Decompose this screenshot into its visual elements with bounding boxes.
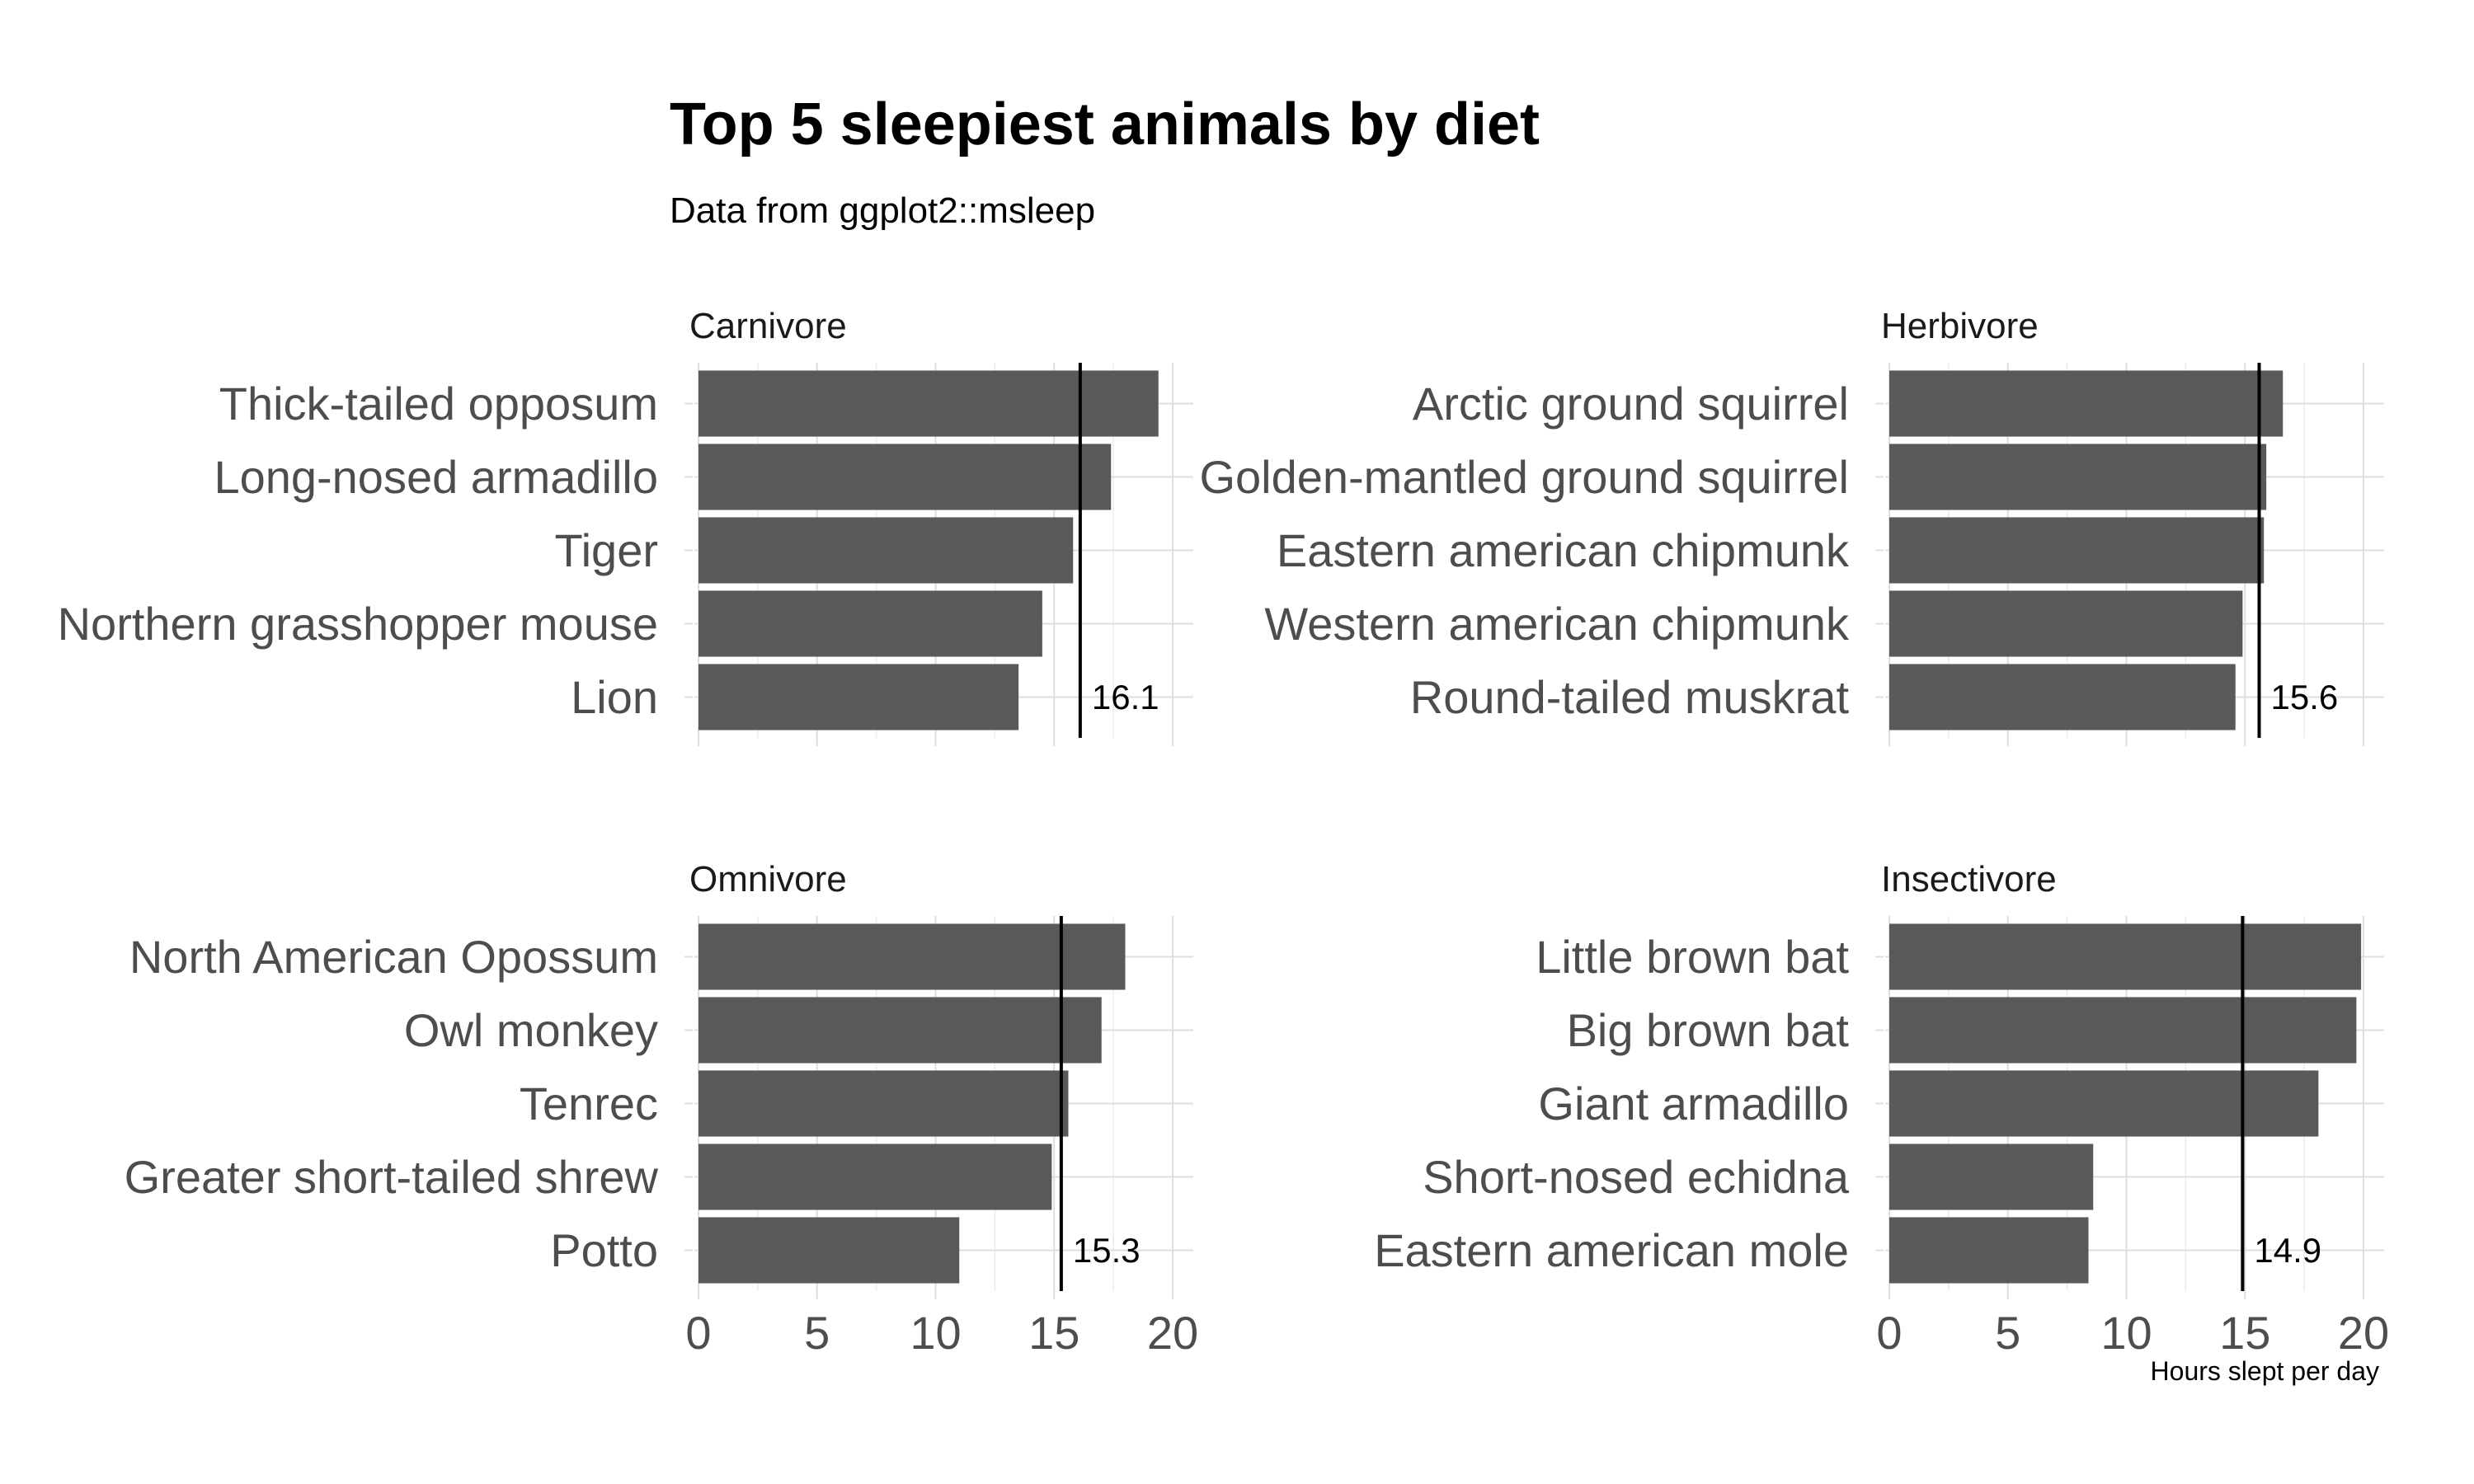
x-tick-label: 0 <box>1876 1307 1902 1359</box>
x-tick-label: 5 <box>1995 1307 2020 1359</box>
x-tick-label: 10 <box>2100 1307 2152 1359</box>
category-label: Western american chipmunk <box>1264 598 1850 650</box>
facet-label-herbivore: Herbivore <box>1881 306 2039 346</box>
x-tick-label: 5 <box>804 1307 830 1359</box>
category-label: Owl monkey <box>404 1004 658 1056</box>
bar <box>698 997 1102 1064</box>
mean-label: 15.3 <box>1073 1231 1141 1270</box>
x-axis-label: Hours slept per day <box>2151 1356 2379 1386</box>
bar <box>698 1217 960 1284</box>
panel-herbivore: Herbivore Arctic ground squirrel Golden-ma… <box>1199 306 2384 746</box>
bar <box>1889 997 2357 1064</box>
category-label: Giant armadillo <box>1538 1078 1849 1129</box>
bar <box>1889 1144 2094 1210</box>
category-label: Arctic ground squirrel <box>1413 378 1849 430</box>
x-tick-label: 15 <box>1028 1307 1079 1359</box>
panel-insectivore: Insectivore Little brown bat Big brown bat… <box>1374 859 2389 1359</box>
category-label: Tenrec <box>520 1078 658 1129</box>
bar <box>698 1070 1069 1137</box>
x-tick-label: 15 <box>2219 1307 2270 1359</box>
category-label: Eastern american mole <box>1374 1224 1849 1276</box>
bar <box>698 444 1112 510</box>
panel-carnivore: Carnivore Thick-tailed opposum Long-nosed … <box>58 306 1193 746</box>
x-tick-label: 20 <box>2338 1307 2389 1359</box>
category-label: Thick-tailed opposum <box>219 378 658 430</box>
bar <box>1889 370 2284 437</box>
bar <box>1889 517 2265 584</box>
bar <box>1889 1217 2089 1284</box>
facet-panels: Carnivore Thick-tailed opposum Long-nosed … <box>58 306 2390 1359</box>
category-label: Greater short-tailed shrew <box>125 1151 659 1203</box>
category-label: North American Opossum <box>129 931 658 983</box>
bar <box>698 1144 1052 1210</box>
bar <box>698 517 1074 584</box>
mean-label: 14.9 <box>2254 1231 2321 1270</box>
chart-subtitle: Data from ggplot2::msleep <box>670 190 1095 231</box>
bar <box>698 664 1019 730</box>
x-tick-label: 0 <box>685 1307 711 1359</box>
category-label: Little brown bat <box>1536 931 1849 983</box>
bar <box>1889 1070 2319 1137</box>
category-label: Lion <box>571 671 658 723</box>
category-label: Big brown bat <box>1567 1004 1850 1056</box>
bar <box>1889 590 2243 657</box>
bar <box>698 590 1042 657</box>
bar <box>1889 923 2362 990</box>
facet-label-insectivore: Insectivore <box>1881 859 2057 899</box>
chart-title: Top 5 sleepiest animals by diet <box>670 92 1540 157</box>
x-tick-label: 10 <box>910 1307 961 1359</box>
facet-label-omnivore: Omnivore <box>689 859 847 899</box>
bar <box>698 923 1126 990</box>
category-label: Northern grasshopper mouse <box>58 598 658 650</box>
x-tick-label: 20 <box>1147 1307 1198 1359</box>
mean-label: 16.1 <box>1092 678 1159 716</box>
mean-label: 15.6 <box>2271 678 2339 716</box>
category-label: Eastern american chipmunk <box>1277 524 1850 576</box>
facet-label-carnivore: Carnivore <box>689 306 847 346</box>
category-label: Long-nosed armadillo <box>214 451 658 503</box>
category-label: Potto <box>550 1224 658 1276</box>
bar <box>698 370 1159 437</box>
bar <box>1889 444 2267 510</box>
panel-omnivore: Omnivore North American Opossum Owl monkey… <box>125 859 1199 1359</box>
category-label: Golden-mantled ground squirrel <box>1199 451 1849 503</box>
category-label: Short-nosed echidna <box>1423 1151 1850 1203</box>
bar <box>1889 664 2236 730</box>
category-label: Round-tailed muskrat <box>1410 671 1850 723</box>
category-label: Tiger <box>554 524 658 576</box>
